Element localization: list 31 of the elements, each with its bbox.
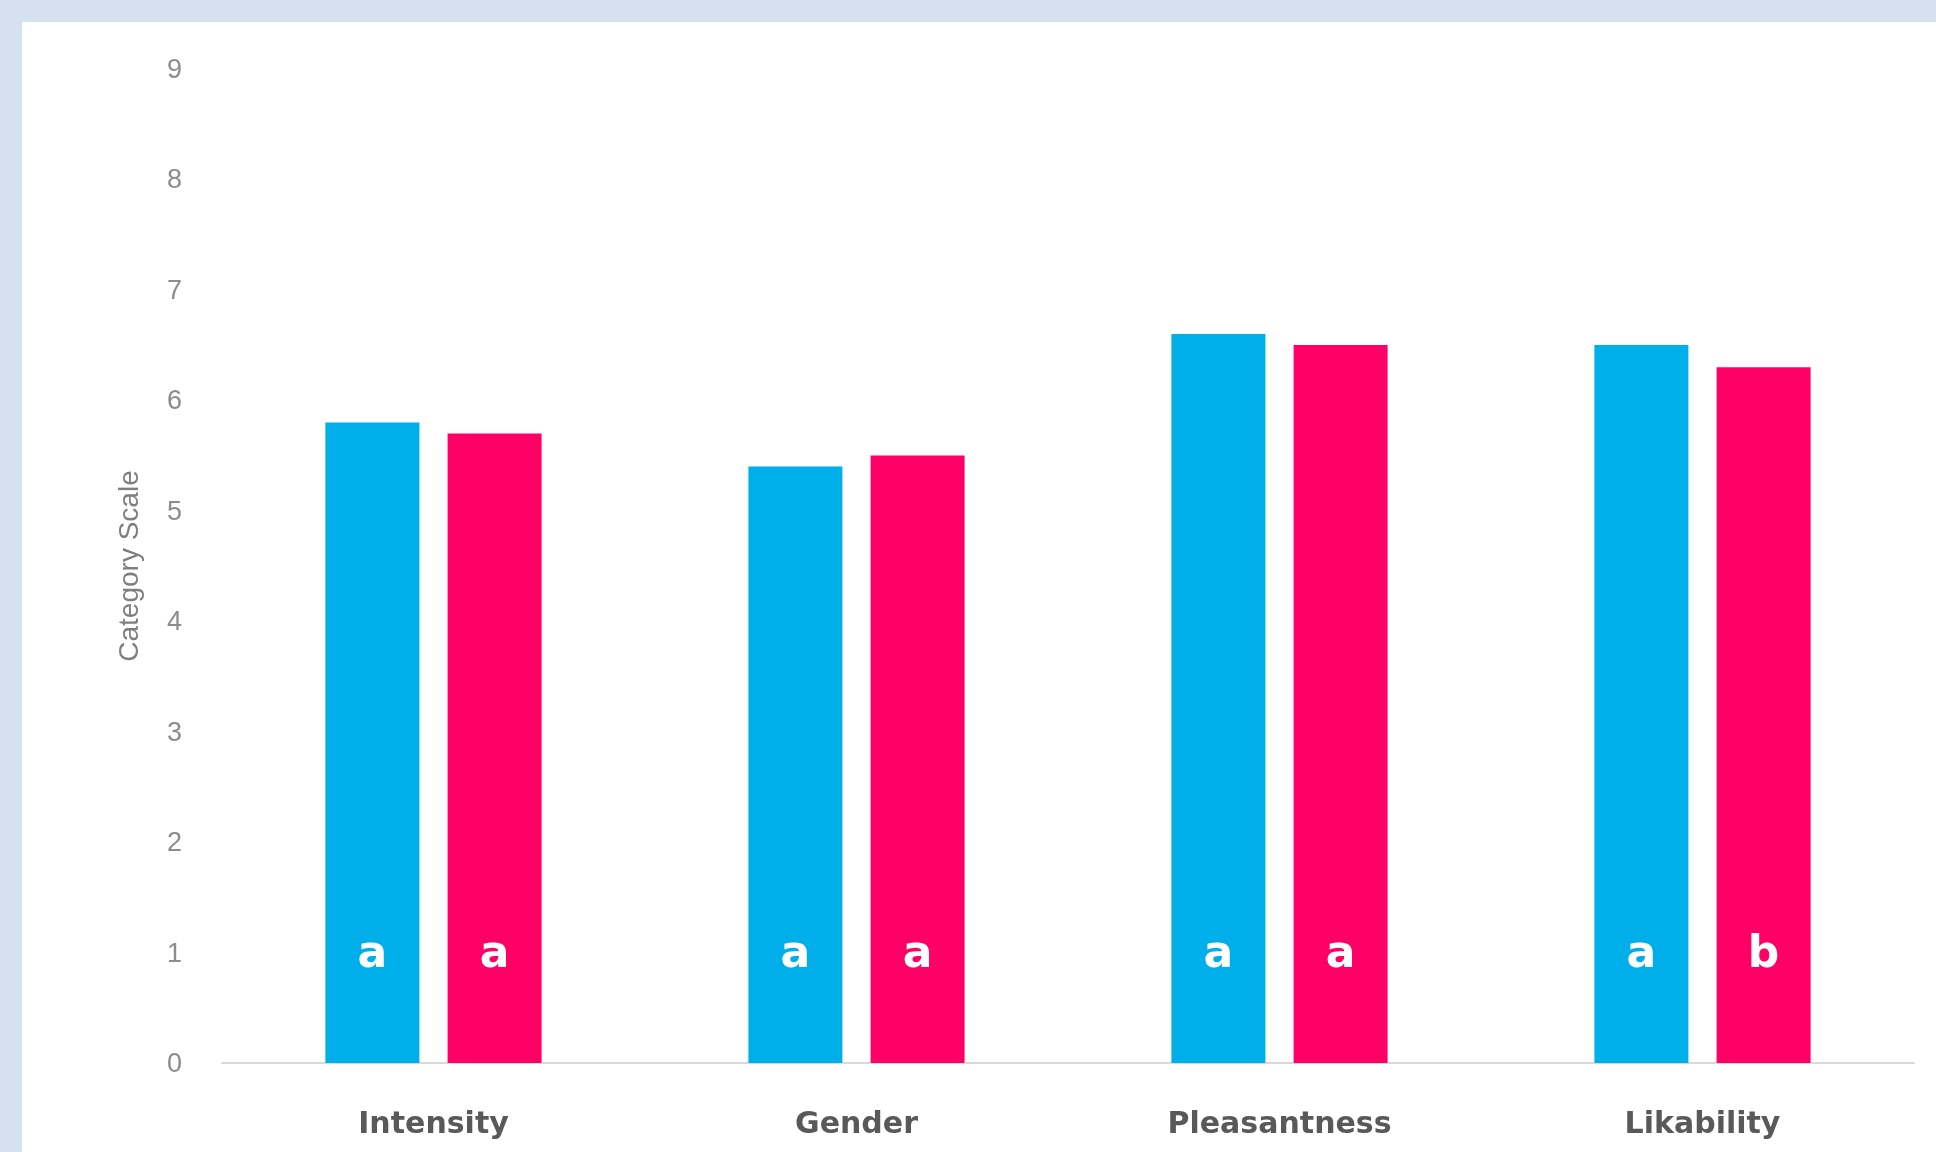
y-tick-label: 5 bbox=[166, 495, 182, 526]
x-tick-label: Likability bbox=[1624, 1104, 1781, 1140]
bar bbox=[748, 466, 843, 1063]
y-axis-title: Category Scale bbox=[112, 470, 144, 662]
y-tick-label: 7 bbox=[166, 274, 182, 305]
y-tick-label: 9 bbox=[166, 54, 182, 84]
bar bbox=[870, 455, 965, 1063]
bar bbox=[1716, 367, 1811, 1063]
bar bbox=[1171, 334, 1266, 1063]
y-tick-label: 0 bbox=[166, 1048, 182, 1078]
data-label: a bbox=[1203, 925, 1234, 977]
data-label: a bbox=[1325, 925, 1356, 977]
y-tick-label: 4 bbox=[166, 606, 182, 637]
y-tick-label: 2 bbox=[166, 827, 182, 858]
x-tick-label: Gender bbox=[795, 1104, 919, 1140]
bar bbox=[1293, 345, 1388, 1063]
data-label: b bbox=[1747, 925, 1780, 977]
x-tick-label: Intensity bbox=[358, 1104, 510, 1140]
data-label: a bbox=[357, 925, 388, 977]
y-tick-label: 3 bbox=[166, 716, 182, 747]
y-tick-label: 8 bbox=[166, 164, 182, 195]
bar bbox=[1594, 345, 1689, 1063]
data-label: a bbox=[479, 925, 510, 977]
bar bbox=[325, 422, 420, 1063]
data-label: a bbox=[902, 925, 933, 977]
y-tick-label: 1 bbox=[166, 937, 182, 968]
y-tick-label: 6 bbox=[166, 385, 182, 416]
data-label: a bbox=[1626, 925, 1657, 977]
x-tick-label: Pleasantness bbox=[1167, 1104, 1392, 1140]
bar bbox=[447, 433, 542, 1063]
data-label: a bbox=[780, 925, 811, 977]
